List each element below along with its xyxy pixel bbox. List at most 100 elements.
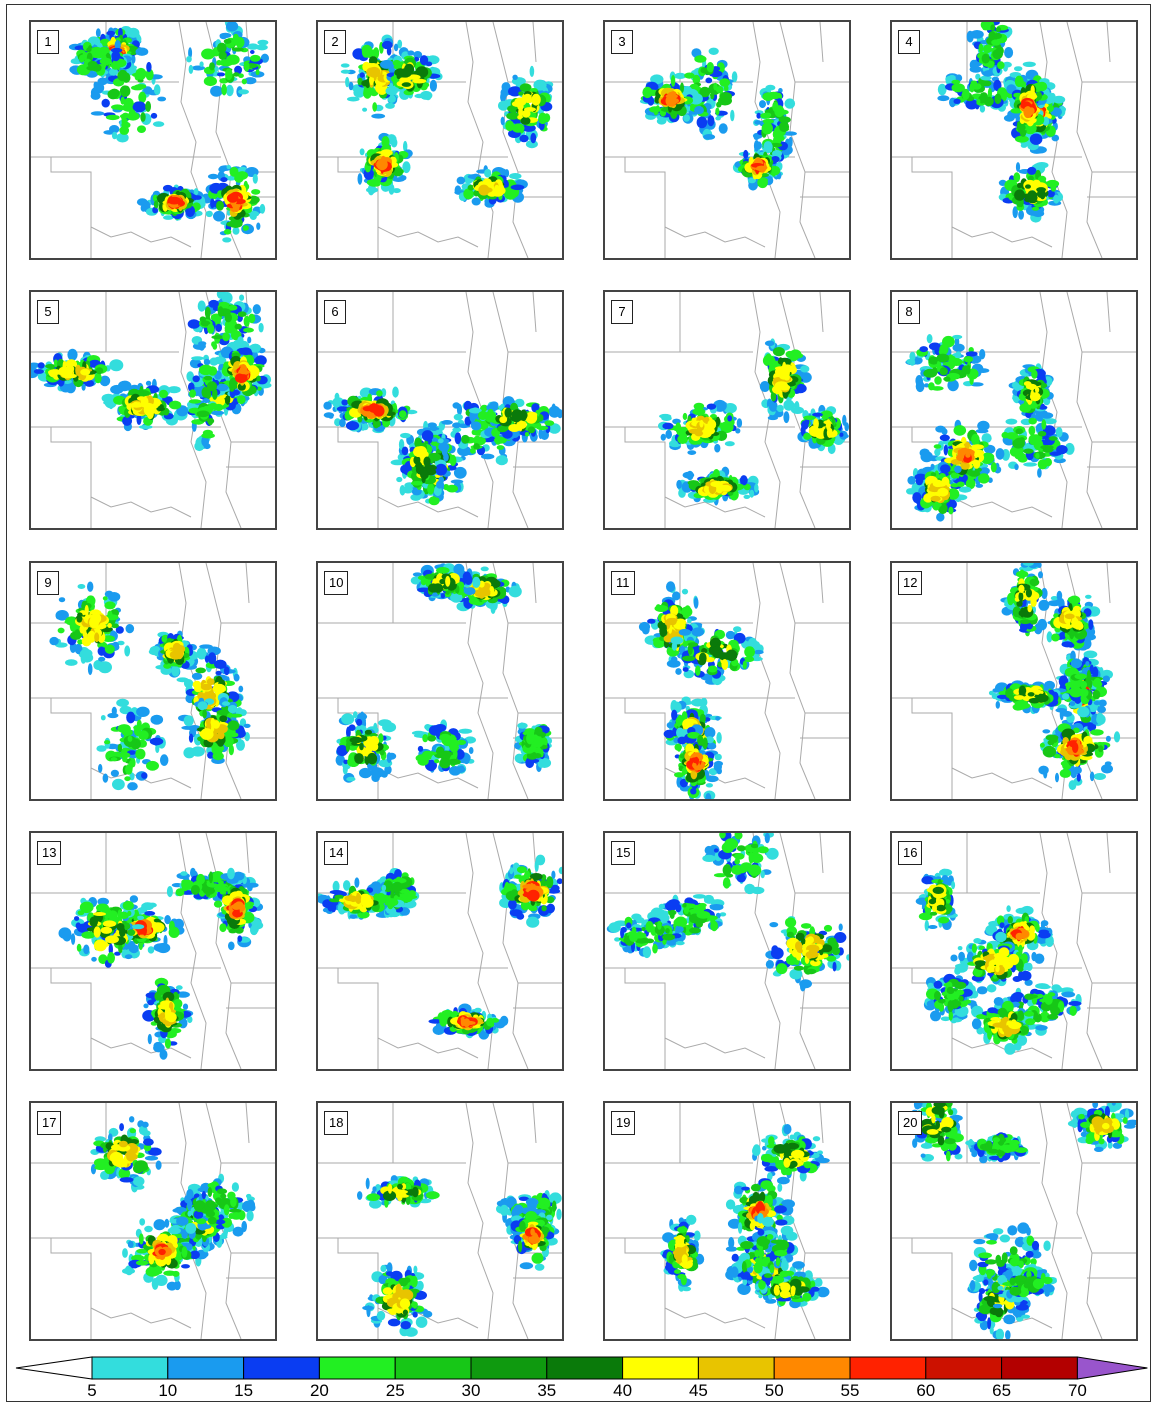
reflectivity-echo [33, 369, 44, 374]
reflectivity-echo [135, 47, 149, 56]
reflectivity-echo [966, 364, 971, 375]
state-boundary [624, 157, 666, 258]
reflectivity-echo [223, 38, 232, 44]
reflectivity-echo [256, 222, 261, 230]
reflectivity-echo [473, 443, 480, 450]
reflectivity-echo [718, 123, 728, 134]
reflectivity-echo [255, 69, 260, 76]
reflectivity-echo [219, 33, 228, 40]
reflectivity-echo [237, 311, 247, 317]
reflectivity-echo [978, 43, 984, 53]
reflectivity-echo [347, 96, 360, 102]
reflectivity-echo [933, 444, 942, 449]
reflectivity-echo [1028, 425, 1036, 436]
reflectivity-echo [197, 300, 206, 312]
reflectivity-echo [186, 56, 192, 63]
reflectivity-echo [1048, 436, 1058, 441]
reflectivity-echo [763, 112, 772, 118]
reflectivity-echo [939, 344, 949, 355]
reflectivity-echo [665, 429, 672, 439]
forecast-panel: 7 [603, 290, 851, 530]
reflectivity-echo [762, 118, 774, 124]
state-boundary [951, 496, 1053, 518]
reflectivity-echo [79, 54, 85, 63]
reflectivity-echo [1013, 172, 1021, 183]
reflectivity-echo [67, 348, 78, 361]
reflectivity-echo [125, 624, 135, 634]
reflectivity-echo [101, 98, 110, 108]
reflectivity-echo [157, 96, 167, 102]
state-boundary [1066, 292, 1103, 528]
reflectivity-echo [258, 322, 264, 333]
reflectivity-echo [402, 161, 411, 174]
reflectivity-echo [715, 86, 724, 94]
reflectivity-echo [200, 320, 211, 327]
reflectivity-echo [1020, 143, 1028, 148]
reflectivity-echo [222, 332, 230, 342]
reflectivity-echo [1031, 369, 1038, 379]
reflectivity-echo [939, 434, 950, 442]
reflectivity-echo [665, 95, 677, 107]
reflectivity-echo [224, 313, 232, 323]
reflectivity-echo [531, 93, 541, 106]
reflectivity-echo [117, 640, 125, 646]
reflectivity-echo [211, 341, 217, 348]
reflectivity-echo [168, 400, 182, 410]
reflectivity-echo [398, 439, 405, 451]
reflectivity-echo [471, 197, 481, 206]
state-boundary [90, 496, 192, 518]
reflectivity-echo [376, 158, 388, 171]
reflectivity-echo [762, 92, 774, 101]
reflectivity-echo [87, 60, 98, 68]
reflectivity-echo [509, 173, 522, 180]
reflectivity-echo [990, 462, 997, 473]
reflectivity-echo [920, 451, 933, 463]
reflectivity-echo [243, 225, 249, 231]
reflectivity-echo [979, 467, 990, 475]
reflectivity-echo [1014, 437, 1025, 445]
reflectivity-echo [94, 50, 103, 57]
reflectivity-echo [128, 109, 136, 118]
reflectivity-echo [135, 67, 147, 80]
reflectivity-echo [516, 399, 522, 405]
reflectivity-echo [225, 395, 230, 404]
state-boundary [178, 22, 207, 258]
reflectivity-echo [1019, 403, 1032, 413]
reflectivity-echo [784, 98, 796, 109]
reflectivity-echo [544, 420, 555, 426]
reflectivity-echo [696, 116, 708, 129]
reflectivity-echo [954, 465, 962, 474]
reflectivity-echo [934, 376, 942, 385]
reflectivity-echo [963, 356, 974, 363]
reflectivity-echo [359, 72, 365, 78]
reflectivity-echo [223, 229, 232, 235]
reflectivity-echo [1016, 182, 1023, 189]
reflectivity-echo [365, 78, 371, 89]
reflectivity-echo [1023, 462, 1037, 467]
reflectivity-echo [399, 485, 406, 496]
reflectivity-echo [478, 184, 490, 196]
reflectivity-echo [1037, 431, 1047, 437]
reflectivity-echo [340, 69, 351, 74]
reflectivity-echo [210, 410, 225, 416]
reflectivity-echo [452, 427, 462, 433]
reflectivity-echo [116, 105, 126, 111]
reflectivity-echo [365, 50, 374, 58]
reflectivity-echo [952, 343, 965, 352]
reflectivity-echo [102, 40, 108, 48]
reflectivity-echo [740, 475, 748, 486]
reflectivity-echo [519, 134, 529, 143]
reflectivity-echo [755, 142, 762, 150]
reflectivity-echo [502, 429, 513, 439]
reflectivity-echo [993, 32, 1002, 39]
reflectivity-echo [538, 112, 548, 125]
reflectivity-echo [684, 72, 695, 79]
state-boundary [1066, 22, 1103, 258]
reflectivity-echo [119, 85, 131, 97]
reflectivity-echo [765, 84, 776, 91]
reflectivity-echo [237, 382, 246, 391]
reflectivity-echo [400, 432, 411, 439]
radar-map [31, 292, 275, 528]
reflectivity-echo [946, 488, 960, 500]
reflectivity-echo [152, 121, 165, 127]
